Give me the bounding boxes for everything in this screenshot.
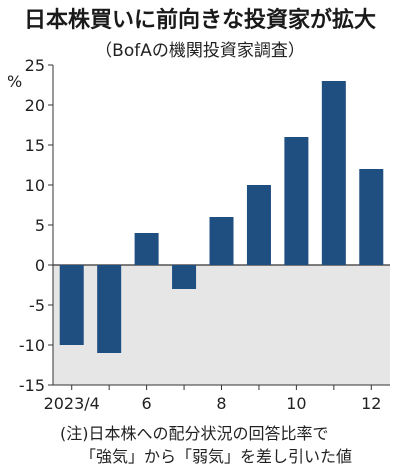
bar-12: [359, 169, 384, 265]
y-tick-label: 5: [35, 216, 45, 235]
y-tick-label: 25: [25, 56, 45, 75]
y-tick-label: -5: [29, 296, 45, 315]
y-axis-unit: %: [7, 72, 23, 91]
bar-5: [97, 265, 122, 353]
x-tick-label: 6: [142, 394, 152, 413]
x-tick-label: 8: [216, 394, 226, 413]
x-tick-label: 12: [361, 394, 381, 413]
bar-8: [209, 217, 234, 265]
footnote-line-2: 「強気」から「弱気」を差し引いた値: [80, 447, 353, 466]
y-tick-label: -15: [19, 376, 45, 395]
y-tick-label: 10: [25, 176, 45, 195]
y-tick-label: 15: [25, 136, 45, 155]
bar-6: [134, 233, 159, 265]
y-tick-label: 0: [35, 256, 45, 275]
footnote-line-1: (注)日本株への配分状況の回答比率で: [60, 424, 329, 443]
bar-9: [246, 185, 271, 265]
bar-11: [321, 81, 346, 265]
bar-10: [284, 137, 309, 265]
chart-title: 日本株買いに前向きな投資家が拡大: [23, 8, 376, 33]
chart-subtitle: （BofAの機関投資家調査）: [95, 41, 305, 61]
x-tick-label: 10: [286, 394, 306, 413]
bar-2023/4: [59, 265, 84, 345]
y-tick-label: 20: [25, 96, 45, 115]
y-tick-label: -10: [19, 336, 45, 355]
bar-7: [172, 265, 197, 289]
x-tick-label: 2023/4: [44, 394, 100, 413]
